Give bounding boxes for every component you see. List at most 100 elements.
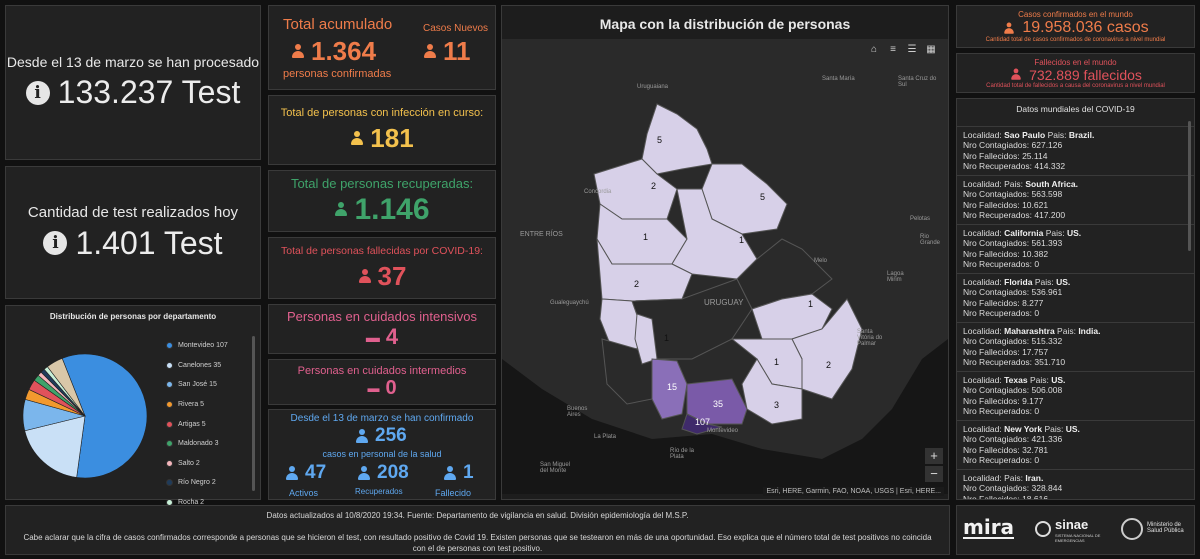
dept-san-jose[interactable] <box>651 358 688 420</box>
pie-slice-canelones[interactable] <box>24 415 86 478</box>
world-list-item[interactable]: Localidad: Maharashtra Pais: India. Nro C… <box>957 322 1194 371</box>
label-buenos-aires: Buenos Aires <box>567 406 588 418</box>
world-list-scrollbar[interactable] <box>1188 121 1191 251</box>
recovered-panel: Total de personas recuperadas: 1.146 <box>268 170 496 232</box>
label-pelotas: Pelotas <box>910 216 931 222</box>
legend-label: Montevideo 107 <box>178 342 228 350</box>
health-staff-sub: casos en personal de la salud <box>322 449 442 459</box>
dept-maldonado[interactable] <box>741 358 803 425</box>
world-list-item[interactable]: Localidad: Sao Paulo Pais: Brazil. Nro Co… <box>957 126 1194 175</box>
active-cases-panel: Total de personas con infección en curso… <box>268 95 496 165</box>
world-contagiados: Nro Contagiados: 506.008 <box>963 385 1063 396</box>
world-contagiados-value: 328.844 <box>1031 483 1063 494</box>
world-recuperados: Nro Recuperados: 0 <box>963 455 1040 466</box>
person-icon <box>423 44 437 59</box>
count-canelones: 35 <box>713 399 724 409</box>
legend-item[interactable]: Río Negro 2 <box>166 473 251 493</box>
world-list-item[interactable]: Localidad: New York Pais: US. Nro Contagi… <box>957 420 1194 469</box>
count-rivera: 5 <box>760 192 766 202</box>
world-list-item[interactable]: Localidad: Pais: Iran. Nro Contagiados: 3… <box>957 469 1194 499</box>
legend-item[interactable]: San José 15 <box>166 375 251 395</box>
world-recuperados-value: 417.200 <box>1034 210 1066 221</box>
bed-icon: ▬ <box>365 328 380 345</box>
count-treinta-y-tres: 1 <box>808 299 814 309</box>
dept-artigas[interactable] <box>641 103 713 175</box>
sinae-logo-sub: SISTEMA NACIONAL DE EMERGENCIAS <box>1055 533 1101 543</box>
info-icon: i <box>25 80 50 105</box>
tests-today-value: 1.401 Test <box>75 224 223 261</box>
world-contagiados-value: 627.126 <box>1031 140 1063 151</box>
legend-item[interactable]: Rivera 5 <box>166 395 251 415</box>
count-tacuarembo: 1 <box>739 235 745 245</box>
world-country: US. <box>1051 375 1066 385</box>
uruguay-map[interactable] <box>502 39 948 494</box>
world-list-item[interactable]: Localidad: California Pais: US. Nro Conta… <box>957 224 1194 273</box>
person-icon <box>355 428 369 444</box>
pie-slice-otros[interactable] <box>47 357 86 417</box>
sinae-logo-icon <box>1035 521 1051 537</box>
pie-chart[interactable] <box>10 328 160 498</box>
pie-slice-montevideo[interactable] <box>61 353 148 479</box>
legend-swatch <box>166 420 173 428</box>
legend-swatch <box>166 401 173 409</box>
world-list-item[interactable]: Localidad: Florida Pais: US. Nro Contagia… <box>957 273 1194 322</box>
world-location-line: Localidad: Florida Pais: US. <box>963 277 1071 287</box>
legend-swatch <box>166 361 173 369</box>
label-santa-maria: Santa María <box>822 76 855 82</box>
legend-swatch <box>166 440 173 448</box>
person-icon <box>1004 22 1015 34</box>
world-location-line: Localidad: New York Pais: US. <box>963 424 1080 434</box>
home-icon[interactable]: ⌂ <box>870 44 878 55</box>
dept-montevideo[interactable] <box>681 413 723 435</box>
icu-title: Personas en cuidados intensivos <box>286 308 478 324</box>
world-loc: Sao Paulo <box>1004 130 1046 140</box>
sinae-logo: sinae <box>1055 517 1089 532</box>
dept-flores[interactable] <box>634 313 658 365</box>
world-list-item[interactable]: Localidad: Pais: South Africa. Nro Contag… <box>957 175 1194 224</box>
legend-item[interactable]: Maldonado 3 <box>166 434 251 454</box>
person-icon <box>443 465 457 481</box>
world-loc: Texas <box>1004 375 1028 385</box>
bed-icon: ▬ <box>367 381 380 395</box>
legend-item[interactable]: Salto 2 <box>166 454 251 474</box>
layers-icon[interactable]: ≡ <box>890 44 896 55</box>
legend-label: Artigas 5 <box>178 420 206 428</box>
tests-total-panel: Desde el 13 de marzo se han procesado i … <box>5 5 261 160</box>
world-recuperados: Nro Recuperados: 0 <box>963 406 1040 417</box>
label-concordia: Concordia <box>584 189 612 195</box>
footer-note: Cabe aclarar que la cifra de casos confi… <box>23 533 932 553</box>
world-country: South Africa. <box>1025 179 1078 189</box>
legend-label: Canelones 35 <box>178 361 222 369</box>
world-loc: California <box>1004 228 1044 238</box>
footer-panel: Datos actualizados al 10/8/2020 19:34. F… <box>5 505 950 555</box>
legend-swatch <box>166 381 173 389</box>
world-list-title: Datos mundiales del COVID-19 <box>1016 104 1135 114</box>
world-location-line: Localidad: Texas Pais: US. <box>963 375 1066 385</box>
list-icon[interactable]: ☰ <box>907 44 917 55</box>
world-fallecidos: Nro Fallecidos: 18.616 <box>963 494 1188 499</box>
world-list-item[interactable]: Localidad: Texas Pais: US. Nro Contagiado… <box>957 371 1194 420</box>
map-attribution[interactable]: Esri, HERE, Garmin, FAO, NOAA, USGS | Es… <box>763 487 944 496</box>
count-san-jose: 15 <box>667 382 678 392</box>
world-contagiados-value: 506.008 <box>1031 385 1063 396</box>
basemap-grid-icon[interactable]: ▦ <box>926 44 936 55</box>
legend-item[interactable]: Canelones 35 <box>166 356 251 376</box>
legend-swatch <box>166 479 173 487</box>
world-fallecidos: Nro Fallecidos: 10.382 <box>963 248 1049 259</box>
zoom-in-button[interactable]: + <box>925 448 943 464</box>
count-paysandu: 1 <box>643 232 649 242</box>
tests-today-value-row: i 1.401 Test <box>43 224 223 262</box>
health-deceased-value: 1 <box>463 462 474 483</box>
world-recuperados-value: 351.710 <box>1034 357 1066 368</box>
legend-item[interactable]: Montevideo 107 <box>166 336 251 356</box>
legend-scrollbar[interactable] <box>252 336 255 491</box>
world-fallecidos-value: 10.621 <box>1022 199 1049 210</box>
world-recuperados: Nro Recuperados: 417.200 <box>963 210 1066 221</box>
legend-label: Rivera 5 <box>178 401 205 409</box>
icu-panel: Personas en cuidados intensivos ▬ 4 <box>268 304 496 354</box>
zoom-out-button[interactable]: − <box>925 466 943 482</box>
world-list[interactable]: Localidad: Sao Paulo Pais: Brazil. Nro Co… <box>957 126 1194 499</box>
legend-item[interactable]: Artigas 5 <box>166 414 251 434</box>
map-panel: Mapa con la distribución de personas <box>501 5 949 500</box>
world-contagiados: Nro Contagiados: 515.332 <box>963 336 1063 347</box>
